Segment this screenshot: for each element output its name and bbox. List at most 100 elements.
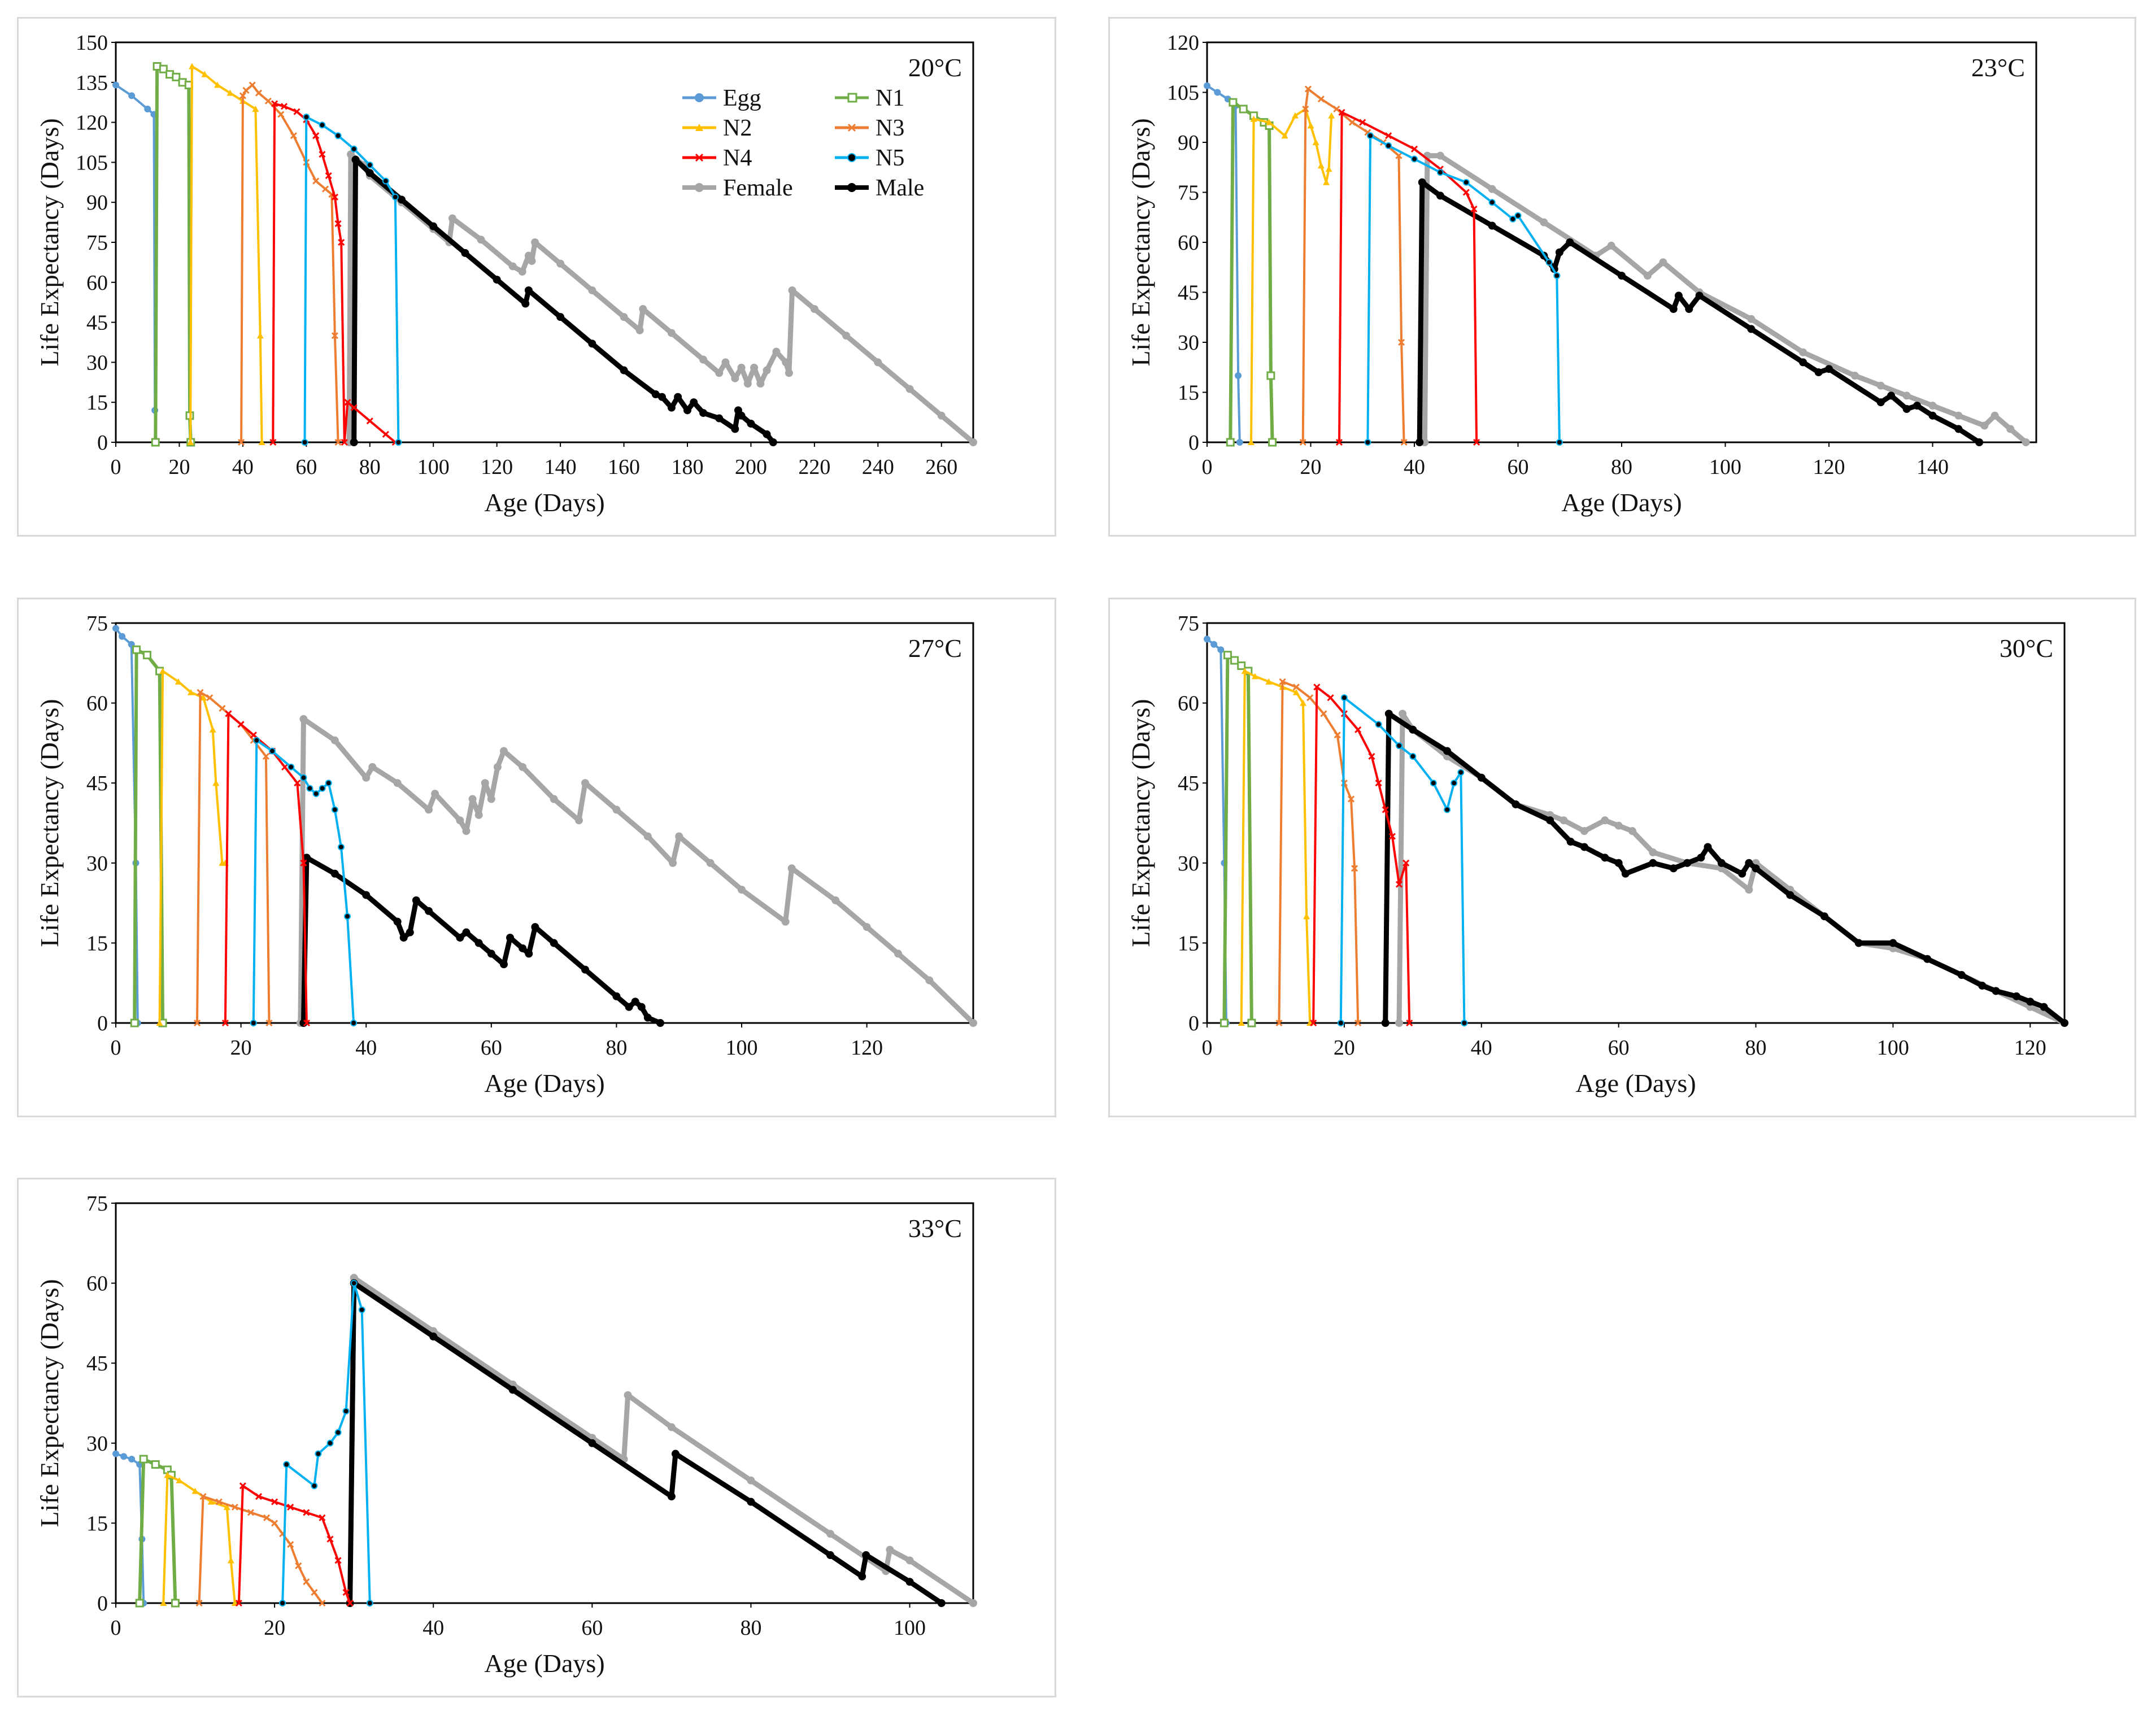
data-point-male xyxy=(393,917,402,926)
data-point-n5 xyxy=(1436,169,1444,176)
data-point-n1 xyxy=(1226,438,1235,447)
data-point-n5 xyxy=(350,1279,358,1287)
data-point-n5 xyxy=(306,785,313,792)
data-point-male xyxy=(330,869,339,878)
data-point-n2 xyxy=(1317,162,1325,169)
y-tick-label: 45 xyxy=(1178,281,1199,305)
data-point-male xyxy=(581,965,590,974)
legend-marker-male xyxy=(847,183,856,192)
chart-title: 20°C xyxy=(908,53,962,82)
x-axis-label: Age (Days) xyxy=(1561,488,1682,517)
x-axis-label: Age (Days) xyxy=(484,488,604,517)
data-point-female xyxy=(772,347,781,356)
data-point-n4 xyxy=(1327,694,1334,702)
data-point-n2 xyxy=(1241,667,1248,674)
data-point-egg xyxy=(1217,646,1225,654)
legend-marker-n2 xyxy=(695,124,703,131)
data-point-male xyxy=(637,1003,646,1011)
data-point-n2 xyxy=(1312,139,1319,145)
chart-panel-20c: 0 15 30 45 60 75 90 105 120 135 150 0 20 40 60 80 100 120… xyxy=(17,17,1056,537)
data-point-n3 xyxy=(1279,678,1286,685)
chart-23c: 0 15 30 45 60 75 90 105 120 0 20 40 60 80 100 120 140 Age… xyxy=(1126,31,2037,517)
series-line-male xyxy=(347,1281,944,1606)
data-point-n4 xyxy=(235,1599,242,1607)
data-point-n2 xyxy=(214,81,221,88)
data-point-male xyxy=(521,299,530,308)
data-point-egg xyxy=(144,106,151,112)
data-point-female xyxy=(826,1530,834,1538)
data-point-male xyxy=(1889,939,1897,947)
x-tick-label: 140 xyxy=(1917,455,1949,479)
data-point-egg xyxy=(120,1453,128,1460)
data-point-n1 xyxy=(151,438,160,447)
data-point-n3 xyxy=(1292,683,1300,691)
data-point-male xyxy=(524,286,533,294)
data-point-n3 xyxy=(206,694,214,702)
data-point-female xyxy=(1991,411,1999,420)
series-n2-27-c xyxy=(156,667,229,1026)
data-point-n4 xyxy=(303,1509,310,1516)
data-point-male xyxy=(625,1003,633,1011)
plot-frame xyxy=(1206,622,2066,1024)
series-line-egg xyxy=(1206,84,1241,443)
data-point-female xyxy=(969,438,977,446)
data-point-female xyxy=(925,976,934,985)
data-point-female xyxy=(588,286,596,294)
data-point-n5 xyxy=(1367,132,1374,140)
data-point-male xyxy=(1488,221,1496,230)
data-point-female xyxy=(1395,1019,1404,1027)
data-point-female xyxy=(1607,241,1615,250)
y-tick-label: 45 xyxy=(1178,772,1199,795)
x-tick-label: 60 xyxy=(1608,1036,1630,1060)
y-tick-label: 30 xyxy=(86,1432,108,1456)
y-tick-label: 75 xyxy=(86,231,108,255)
data-point-female xyxy=(299,715,308,723)
y-axis-label: Life Expectancy (Days) xyxy=(35,1279,64,1527)
plot-frame xyxy=(115,1202,974,1604)
y-tick-label: 150 xyxy=(76,31,108,55)
data-point-male xyxy=(1443,747,1452,755)
data-point-n2 xyxy=(1292,689,1300,695)
legend-label-female: Female xyxy=(723,175,793,201)
x-tick-label: 0 xyxy=(111,1036,121,1060)
data-point-n5 xyxy=(1514,212,1522,219)
data-point-female xyxy=(574,816,583,825)
series-line-n5 xyxy=(1339,696,1466,1024)
data-point-n2 xyxy=(227,1557,234,1564)
data-point-female xyxy=(1876,381,1885,390)
data-point-male xyxy=(493,276,501,284)
x-tick-label: 240 xyxy=(862,455,894,479)
data-point-female xyxy=(556,259,565,268)
y-tick-label: 75 xyxy=(1178,612,1199,635)
data-point-female xyxy=(1747,315,1756,323)
y-tick-label: 120 xyxy=(1167,31,1199,55)
data-point-male xyxy=(2012,992,2020,1000)
data-point-n4 xyxy=(271,100,278,107)
series-n4-30-c xyxy=(1310,683,1413,1027)
data-point-n3 xyxy=(1354,1019,1362,1027)
legend: Egg N1 N2 N3 N4 N5 Female Male xyxy=(682,85,924,201)
data-point-n2 xyxy=(1252,673,1259,680)
series-line-n3 xyxy=(1278,680,1360,1024)
data-point-male xyxy=(858,1572,866,1581)
data-point-male xyxy=(412,896,420,904)
y-tick-label: 90 xyxy=(1178,131,1199,155)
x-tick-label: 40 xyxy=(1404,455,1425,479)
data-point-female xyxy=(519,763,527,771)
data-point-female xyxy=(330,736,339,745)
data-point-male xyxy=(474,939,483,947)
data-point-n4 xyxy=(338,238,345,246)
y-axis-label: Life Expectancy (Days) xyxy=(1126,118,1155,366)
series-line-n4 xyxy=(1312,686,1411,1024)
data-point-egg xyxy=(112,1450,119,1457)
x-axis-label: Age (Days) xyxy=(484,1649,604,1678)
x-tick-label: 160 xyxy=(608,455,640,479)
data-point-female xyxy=(675,832,683,841)
data-point-male xyxy=(1752,864,1760,873)
data-point-male xyxy=(651,390,660,399)
data-point-n5 xyxy=(1488,199,1496,206)
data-point-n5 xyxy=(1553,272,1561,279)
legend-label-n5: N5 xyxy=(876,145,904,171)
data-point-male xyxy=(1436,191,1444,200)
y-tick-label: 90 xyxy=(86,191,108,215)
